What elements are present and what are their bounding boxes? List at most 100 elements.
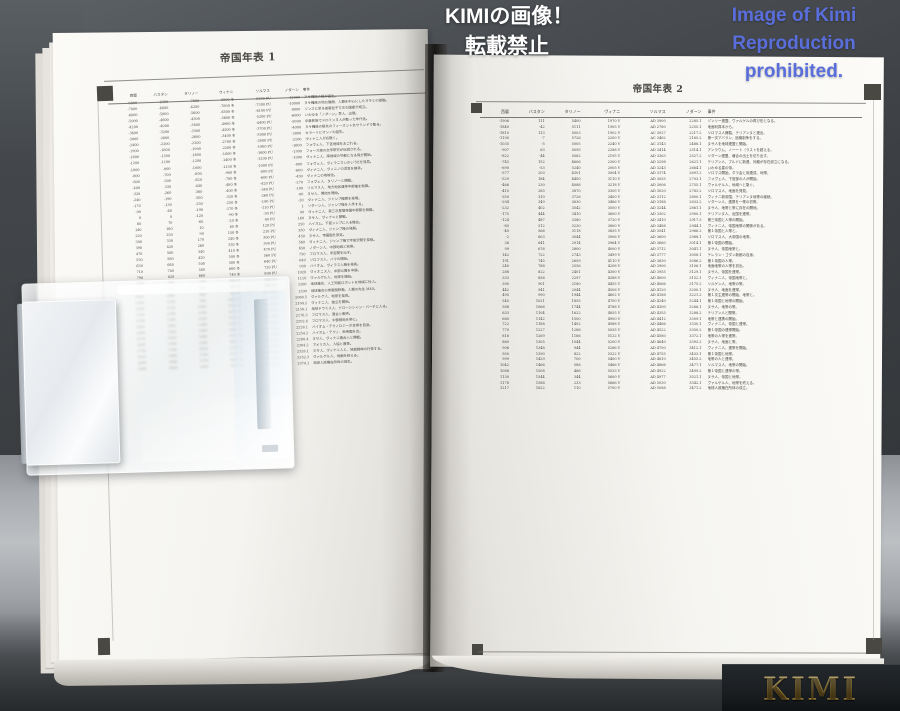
acrylic-corner-chip bbox=[261, 444, 279, 453]
table-cell: 3433.1 bbox=[689, 351, 702, 356]
table-cell: 4855 V bbox=[607, 310, 621, 315]
table-cell: AD 3541 bbox=[650, 229, 666, 234]
table-cell: 444 bbox=[538, 212, 545, 216]
table-cell: AD 3955 bbox=[650, 270, 666, 275]
table-cell: 1905 V bbox=[607, 124, 621, 129]
table-cell: 906 bbox=[502, 345, 509, 350]
table-cell: ソロマス人、大帝国の地帯。 bbox=[707, 235, 754, 240]
table-cell: 4388 V bbox=[607, 275, 621, 280]
table-cell: 第一次アバラン、追機制争をする。 bbox=[707, 136, 764, 141]
left-page-bottom-edge bbox=[53, 656, 435, 686]
table-cell: AD 4810 bbox=[650, 357, 666, 362]
table-row: -907 63 5095 2288 V AD 3414 2514.1 アンラウム、ノーート（… bbox=[480, 148, 862, 154]
table-row: 99 676 2800 4000 V AD 3712 3041.1 ヌサ人、帝国地帯と。 bbox=[480, 247, 862, 253]
table-cell: AD 5030 bbox=[650, 380, 666, 385]
table-cell: AD 3302 bbox=[650, 212, 666, 216]
table-cell: 4088 bbox=[571, 182, 581, 187]
table-row: -577 203 4301 3004 V AD 3174 2691.2 ソロマス開始、ダラ会… bbox=[480, 171, 862, 177]
table-cell: -1906 bbox=[498, 119, 509, 123]
table-cell: 3471.2 bbox=[689, 386, 702, 391]
table-cell: 3305 V bbox=[607, 188, 621, 193]
table-cell: 2556 bbox=[571, 264, 581, 269]
table-cell: 3542.1 bbox=[689, 380, 702, 385]
registration-mark-bottom-right bbox=[866, 638, 882, 654]
table-cell: 4602 V bbox=[607, 293, 621, 298]
table-cell: 5533 V bbox=[607, 368, 621, 373]
table-row: 1042 1466 588 5466 V AD 4866 3477.1 ソルマス人、地帯の開… bbox=[480, 363, 862, 369]
table-cell: 3086.2 bbox=[689, 258, 702, 263]
table-row: -410 285 3870 3305 V AD 3020 2783.2 ソロマス人、地面を発… bbox=[480, 189, 862, 195]
acrylic-page-weight[interactable] bbox=[16, 276, 295, 476]
table-cell: 5700 V bbox=[607, 386, 621, 391]
table-cell: 3372.1 bbox=[689, 334, 702, 339]
table-cell: -2 bbox=[505, 235, 509, 240]
table-cell: 3041.1 bbox=[689, 246, 702, 251]
table-cell: 2917.3 bbox=[689, 217, 702, 222]
table-cell: 603 bbox=[538, 235, 545, 240]
table-cell: 2165.2 bbox=[689, 136, 702, 141]
table-cell: -124 bbox=[501, 217, 509, 222]
table-row: 495 990 1944 4602 V AD 4188 3221.2 第１次主連帯の開始、地… bbox=[480, 293, 862, 299]
table-cell: ヴァルゲル人、地域へと繋ぐ。 bbox=[707, 182, 757, 187]
table-row: -1190 -7 5726 2200 V AC 3462 2165.2 第一次アバラン、追機… bbox=[480, 136, 862, 142]
table-cell: 110 bbox=[573, 386, 581, 391]
table-cell: -577 bbox=[501, 171, 509, 176]
table-cell: 5055 V bbox=[607, 328, 621, 333]
col-header-vinani: ヴィナニ bbox=[604, 109, 621, 114]
table-cell: 2966.2 bbox=[689, 229, 702, 234]
table-cell: AD 3298 bbox=[650, 159, 666, 164]
table-cell: -44 bbox=[539, 153, 545, 158]
table-cell: AD 4120 bbox=[650, 287, 666, 292]
table-cell: 2783.2 bbox=[689, 188, 702, 193]
table-cell: 722 bbox=[502, 322, 509, 327]
table-cell: 1855 bbox=[571, 299, 581, 304]
table-cell: 2833.2 bbox=[689, 200, 702, 205]
table-cell: ヌサ人、地面と帯。 bbox=[707, 339, 740, 344]
table-cell: 4208 V bbox=[607, 264, 621, 269]
table-cell: 1044 bbox=[571, 339, 581, 344]
table-cell: 3400 V bbox=[607, 194, 621, 199]
table-cell: 1402 bbox=[571, 322, 581, 327]
table-cell: 3393.2 bbox=[689, 339, 702, 344]
table-cell: 3129.1 bbox=[689, 270, 702, 275]
table-cell: 3004 V bbox=[607, 171, 621, 176]
table-cell: テレラン・ゴダン新都の自身。 bbox=[707, 252, 757, 257]
table-row: -1810 113 5003 1902 V AC 3027 2217.2 ソロマス人爆裂、テ… bbox=[480, 131, 862, 137]
table-cell: 142 bbox=[502, 252, 509, 257]
table-cell: -40 bbox=[503, 229, 509, 234]
table-cell: 1622 bbox=[571, 310, 581, 315]
kimi-logo-text: KIMI bbox=[762, 670, 860, 707]
table-row: -1840 -42 5111 1905 V AD 2780 2255.1 地面利算本から。 bbox=[480, 125, 862, 131]
table-cell: AD 4240 bbox=[650, 299, 666, 304]
table-cell: AD 3900 bbox=[650, 264, 666, 269]
table-cell: 地球人政権在所体の成立。 bbox=[707, 386, 750, 391]
table-row: 816 1269 1166 5122 V AD 4580 3372.1 地帯の人帯を連帯。 bbox=[480, 334, 862, 340]
table-cell: 700 bbox=[573, 357, 581, 362]
table-cell: 2800.1 bbox=[689, 194, 702, 199]
table-cell: 1104 bbox=[535, 310, 545, 315]
table-cell: 999 bbox=[502, 357, 509, 362]
table-cell: AD 4188 bbox=[650, 293, 666, 298]
table-cell: -466 bbox=[501, 182, 509, 187]
table-cell: 1305 bbox=[535, 339, 545, 344]
table-cell: ヌサ人、帝国を連帯。 bbox=[707, 270, 743, 275]
table-cell: 3630 bbox=[571, 200, 581, 205]
table-cell: 1902 V bbox=[607, 130, 621, 135]
table-row: 1217 1622 110 5700 V AD 5088 3471.2 地球人政権在所体の成… bbox=[480, 386, 862, 392]
table-cell: 1622 bbox=[535, 386, 545, 391]
table-cell: 1066 bbox=[535, 305, 545, 309]
table-cell: -7 bbox=[541, 136, 545, 141]
table-cell: 3175.2 bbox=[689, 281, 702, 286]
table-cell: 2180 bbox=[571, 281, 581, 286]
table-cell: 466 bbox=[573, 368, 581, 373]
table-cell: 5122 V bbox=[607, 334, 621, 339]
table-cell: 36 bbox=[504, 241, 509, 246]
table-cell: 4450 bbox=[571, 177, 581, 182]
table-cell: 2401 bbox=[571, 270, 581, 275]
table-row: 770 1227 1288 5055 V AD 4522 3350.2 第１帝国の連帯開始。 bbox=[480, 328, 862, 334]
table-cell: 512 bbox=[538, 223, 545, 228]
table-cell: 860 bbox=[502, 339, 509, 344]
col-header-nodahn: ノダーン bbox=[284, 87, 299, 93]
table-cell: 5005 bbox=[571, 142, 581, 147]
table-cell: 745 bbox=[538, 258, 545, 263]
